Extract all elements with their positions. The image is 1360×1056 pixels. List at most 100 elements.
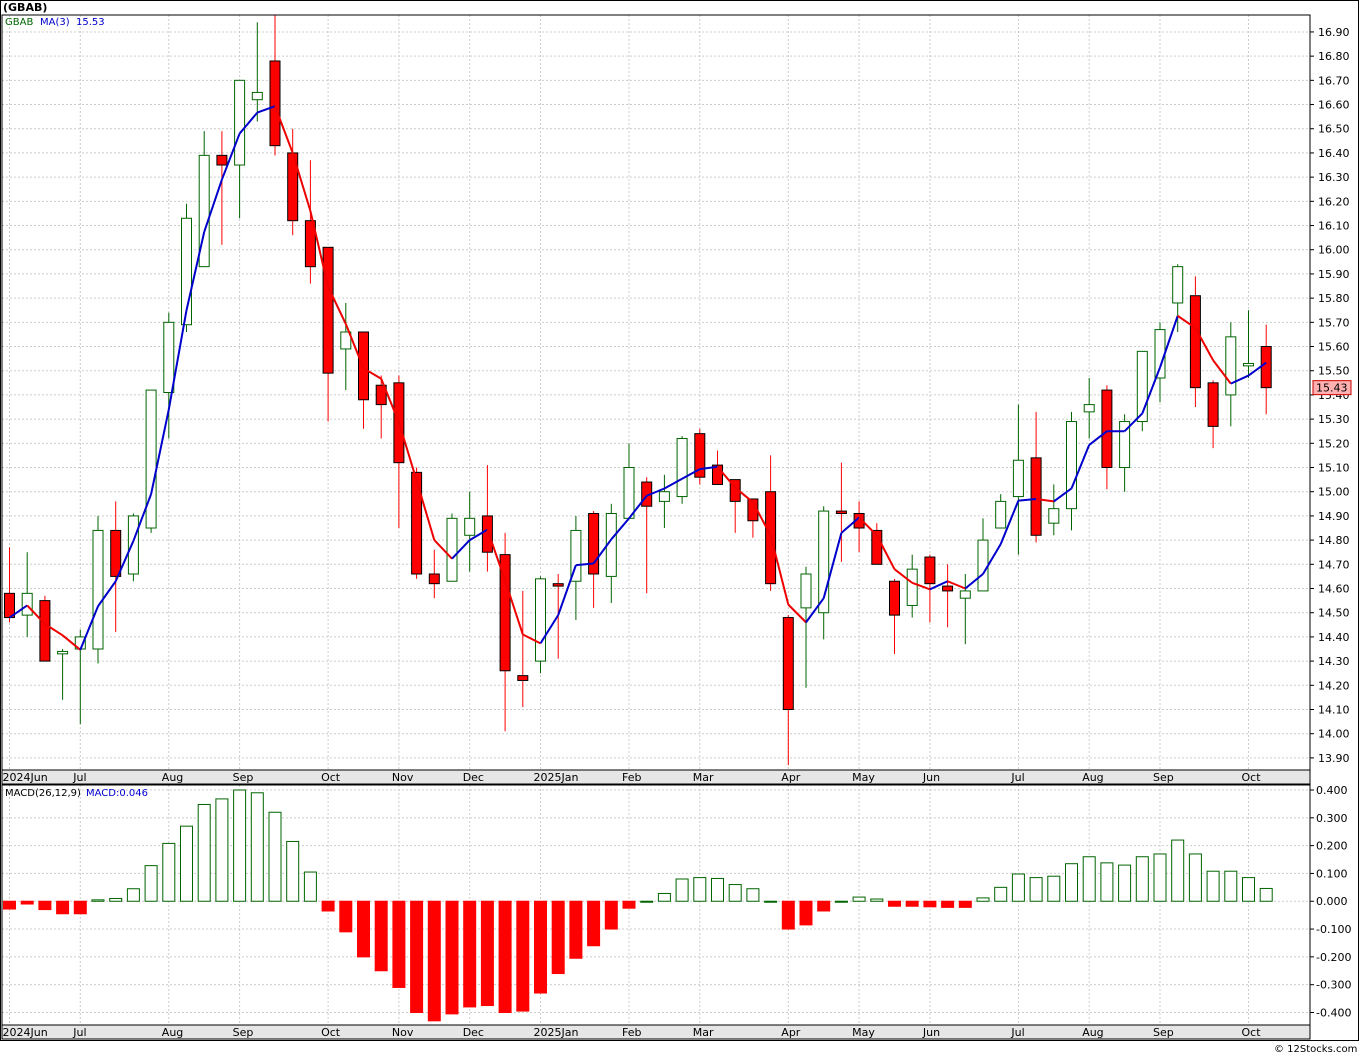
- macd-bar: [339, 900, 353, 933]
- candle-body: [712, 464, 723, 485]
- candle-body: [906, 568, 918, 606]
- candle-body: [216, 154, 228, 166]
- macd-bar: [604, 900, 618, 930]
- candle-body: [977, 539, 989, 592]
- ma-segment: [1035, 497, 1054, 503]
- candle-body: [145, 389, 157, 529]
- macd-bar: [410, 900, 424, 1013]
- ma-segment: [167, 310, 188, 410]
- candle-body: [39, 600, 51, 662]
- macd-bar: [1171, 839, 1185, 902]
- candle-body: [995, 500, 1007, 529]
- macd-bar: [480, 900, 494, 1007]
- candle-body: [782, 617, 794, 711]
- price-x-tick-label: May: [852, 771, 875, 784]
- last-price-marker: [1312, 380, 1352, 396]
- legend-ma-label: MA(3): [40, 17, 70, 28]
- macd-bar: [870, 898, 884, 902]
- price-y-tick-label: 15.80: [1318, 292, 1350, 305]
- macd-bar: [923, 900, 937, 908]
- candle-body: [1101, 389, 1113, 469]
- ma-segment: [769, 535, 790, 605]
- price-x-tick-label: Sep: [233, 771, 254, 784]
- ma-segment: [1194, 327, 1214, 361]
- macd-bar: [180, 825, 193, 902]
- candle-body: [181, 217, 192, 326]
- candle-body: [499, 554, 511, 672]
- macd-bar: [711, 877, 724, 902]
- price-y-tick-label: 14.80: [1318, 534, 1350, 547]
- price-y-tick-label: 14.10: [1318, 704, 1350, 717]
- price-y-tick-label: 14.60: [1318, 583, 1350, 596]
- ma-segment: [26, 604, 46, 625]
- macd-x-tick-label: Oct: [1242, 1026, 1262, 1039]
- macd-x-tick-label: Sep: [1153, 1026, 1174, 1039]
- price-x-tick-label: Oct: [321, 771, 341, 784]
- macd-x-tick-label: Aug: [1082, 1026, 1103, 1039]
- price-x-tick-label: Dec: [463, 771, 484, 784]
- ma-segment: [309, 210, 330, 288]
- macd-bar: [445, 900, 459, 1015]
- macd-bar: [1153, 853, 1167, 902]
- macd-bar: [56, 900, 70, 915]
- price-x-tick-label: Feb: [622, 771, 641, 784]
- ma-segment: [557, 564, 577, 616]
- macd-x-tick-label: May: [852, 1026, 875, 1039]
- price-panel-frame: [1, 14, 1311, 771]
- macd-bar: [1100, 862, 1114, 902]
- candle-body: [464, 517, 476, 536]
- candle-body: [1189, 295, 1201, 389]
- macd-bar: [976, 897, 990, 902]
- ma-segment: [893, 568, 913, 584]
- candle-body: [1225, 336, 1237, 396]
- candle-body: [446, 517, 458, 582]
- macd-x-tick-label: 2025Jan: [534, 1026, 579, 1039]
- macd-bar: [1118, 864, 1132, 902]
- ma-segment: [185, 231, 206, 311]
- ma-segment: [220, 133, 241, 180]
- macd-bar: [392, 900, 406, 988]
- price-x-tick-label: Aug: [1082, 771, 1103, 784]
- macd-x-tick-label: Apr: [781, 1026, 801, 1039]
- macd-x-tick-label: Jul: [72, 1026, 86, 1039]
- ma-segment: [929, 580, 949, 591]
- macd-bar: [91, 899, 105, 902]
- price-x-tick-label: Jul: [1010, 771, 1024, 784]
- price-x-tick-label: 2024Jun: [3, 771, 48, 784]
- candle-body: [428, 573, 440, 585]
- ma-segment: [97, 580, 117, 607]
- ma-segment: [238, 111, 259, 135]
- macd-bar: [286, 840, 300, 902]
- price-y-tick-label: 15.20: [1318, 437, 1350, 450]
- macd-bar: [268, 811, 282, 902]
- ma-segment: [132, 493, 153, 542]
- price-y-tick-label: 16.90: [1318, 26, 1350, 39]
- macd-y-tick-label: -0.300: [1316, 979, 1351, 992]
- macd-bar: [357, 900, 370, 958]
- macd-x-tick-label: Feb: [622, 1026, 641, 1039]
- ma-segment: [840, 516, 860, 534]
- candle-body: [959, 590, 971, 599]
- ma-segment: [752, 501, 772, 536]
- price-x-tick-label: Apr: [781, 771, 801, 784]
- macd-bar: [109, 897, 123, 902]
- macd-bar: [1206, 870, 1220, 902]
- macd-y-tick-label: -0.100: [1316, 923, 1351, 936]
- ma-segment: [79, 605, 99, 651]
- price-y-tick-label: 15.70: [1318, 316, 1350, 329]
- macd-bar: [640, 900, 654, 903]
- candle-body: [1136, 350, 1148, 423]
- price-x-tick-label: Aug: [162, 771, 183, 784]
- macd-bar: [162, 842, 176, 902]
- macd-panel-frame: [1, 784, 1311, 1026]
- candle-body: [322, 246, 334, 374]
- macd-bar: [905, 900, 919, 907]
- macd-bar: [1029, 877, 1043, 902]
- ma-segment: [875, 534, 896, 570]
- candle-body: [21, 592, 33, 616]
- macd-bar: [941, 900, 955, 908]
- macd-bar: [516, 900, 530, 1012]
- price-y-tick-label: 16.80: [1318, 50, 1350, 63]
- ma-segment: [44, 623, 64, 637]
